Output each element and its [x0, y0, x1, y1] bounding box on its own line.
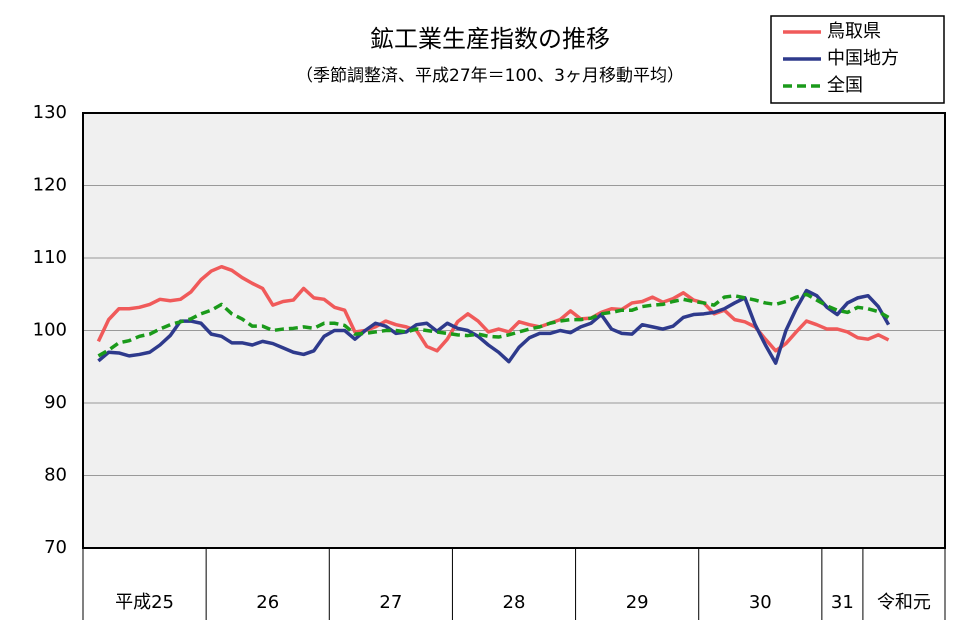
legend-label: 全国	[827, 75, 863, 96]
y-tick-label: 110	[33, 247, 67, 268]
x-group-label: 平成25	[115, 592, 174, 613]
y-tick-label: 70	[44, 537, 67, 558]
y-tick-label: 120	[33, 175, 67, 196]
series-line	[97, 292, 890, 358]
legend-label: 中国地方	[827, 48, 899, 69]
legend-label: 鳥取県	[827, 21, 881, 42]
y-tick-label: 130	[33, 102, 67, 123]
y-tick-label: 80	[44, 465, 67, 486]
x-group-label: 令和元	[877, 592, 931, 613]
series-line	[97, 288, 891, 365]
x-group-label: 28	[503, 592, 526, 613]
chart-subtitle: （季節調整済、平成27年＝100、3ヶ月移動平均）	[296, 66, 684, 86]
x-group-label: 26	[256, 592, 279, 613]
chart-title: 鉱工業生産指数の推移	[370, 25, 610, 53]
y-tick-label: 100	[33, 320, 67, 341]
x-group-label: 27	[379, 592, 402, 613]
x-group-label: 29	[626, 592, 649, 613]
x-group-label: 31	[831, 592, 854, 613]
y-tick-label: 90	[44, 392, 67, 413]
plot-border	[82, 112, 946, 549]
x-group-label: 30	[749, 592, 772, 613]
